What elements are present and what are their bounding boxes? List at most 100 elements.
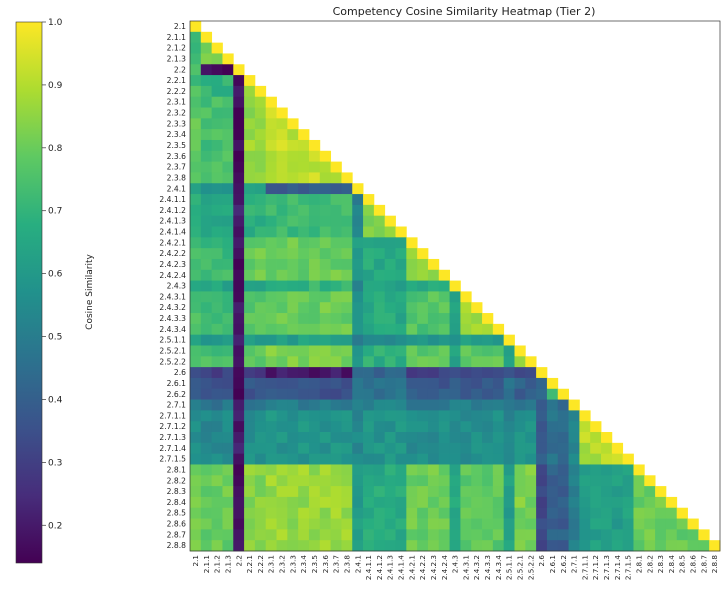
heatmap-cell [233,496,245,509]
y-tick-label: 2.8.1 [167,465,186,474]
heatmap-cell [254,529,267,541]
heatmap-cell [200,53,213,65]
heatmap-cell [233,96,245,108]
heatmap-cell [298,313,310,325]
heatmap-cell [471,302,483,314]
heatmap-cell [633,475,645,487]
heatmap-cell [352,529,364,541]
heatmap-cell [330,529,342,541]
heatmap-cell [233,85,245,98]
x-tick-label: 2.4.3 [451,555,460,573]
heatmap-cell [352,194,364,206]
heatmap-cell [222,96,234,108]
heatmap-cell [265,269,277,281]
heatmap-cell [384,377,396,390]
heatmap-cell [363,280,375,292]
heatmap-cell [298,204,310,217]
heatmap-cell [406,356,418,368]
heatmap-cell [298,442,310,455]
heatmap-cell [503,475,515,487]
heatmap-cell [222,129,234,141]
heatmap-cell [514,388,526,400]
heatmap-cell [200,486,213,498]
heatmap-cell [330,496,342,509]
heatmap-cell [438,518,450,530]
heatmap-cell [308,356,321,368]
y-tick-label: 2.1 [174,22,186,31]
heatmap-cell [330,421,342,433]
heatmap-cell [406,269,418,281]
heatmap-cell [352,280,364,292]
heatmap-cell [200,367,213,379]
heatmap-cell [568,421,580,433]
x-tick-label: 2.4.2.4 [440,555,449,581]
heatmap-cell [298,291,310,303]
heatmap-cell [611,464,624,476]
heatmap-cell [200,226,213,238]
heatmap-cell [503,421,515,433]
x-tick-label: 2.1.1 [202,555,211,573]
heatmap-cell [341,204,353,217]
heatmap-cell [449,442,461,455]
heatmap-cell [233,442,245,455]
heatmap-cell [417,496,429,509]
y-tick-label: 2.3.1 [167,98,186,107]
heatmap-cell [244,453,256,465]
heatmap-cell [308,258,321,271]
heatmap-cell [200,453,213,465]
heatmap-cell [265,540,277,552]
heatmap-cell [330,161,342,173]
heatmap-cell [211,453,223,465]
heatmap-cells [190,21,721,552]
heatmap-cell [341,248,353,260]
heatmap-cell [611,453,624,465]
x-tick-label: 2.8.1 [634,555,643,573]
heatmap-cell [233,453,245,465]
heatmap-cell [341,377,353,390]
heatmap-cell [373,388,386,400]
heatmap-cell [384,258,396,271]
heatmap-cell [276,183,288,195]
heatmap-cell [265,421,277,433]
heatmap-cell [287,475,299,487]
heatmap-cell [601,486,613,498]
heatmap-cell [363,507,375,519]
heatmap-cell [633,540,645,552]
heatmap-cell [190,129,202,141]
heatmap-cell [200,421,213,433]
heatmap-cell [579,486,591,498]
heatmap-cell [244,345,256,357]
heatmap-cell [276,172,288,184]
heatmap-cell [298,399,310,411]
heatmap-cell [233,323,245,336]
x-axis-labels: 2.1 2.1.1 2.1.2 2.1.3 2.2 2.2.1 2.2.2 2.3.1 2.3.… [191,555,719,581]
heatmap-cell [384,237,396,249]
heatmap-cell [579,518,591,530]
heatmap-cell [536,464,548,476]
heatmap-cell [492,475,505,487]
x-tick-label: 2.4.1 [353,555,362,573]
heatmap-cell [363,215,375,227]
heatmap-cell [276,453,288,465]
heatmap-cell [449,323,461,336]
heatmap-cell [308,183,321,195]
heatmap-cell [503,464,515,476]
heatmap-cell [244,302,256,314]
heatmap-cell [233,248,245,260]
heatmap-cell [633,496,645,509]
heatmap-cell [546,464,559,476]
heatmap-cell [308,496,321,509]
heatmap-cell [395,291,407,303]
heatmap-cell [233,280,245,292]
x-tick-label: 2.8.4 [667,555,676,574]
heatmap-cell [341,323,353,336]
heatmap-cell [427,507,440,519]
heatmap-cell [363,226,375,238]
x-tick-label: 2.4.1.4 [397,555,406,581]
heatmap-cell [287,302,299,314]
heatmap-cell [341,421,353,433]
heatmap-cell [330,367,342,379]
heatmap-cell [611,518,624,530]
heatmap-cell [190,367,202,379]
heatmap-cell [341,464,353,476]
